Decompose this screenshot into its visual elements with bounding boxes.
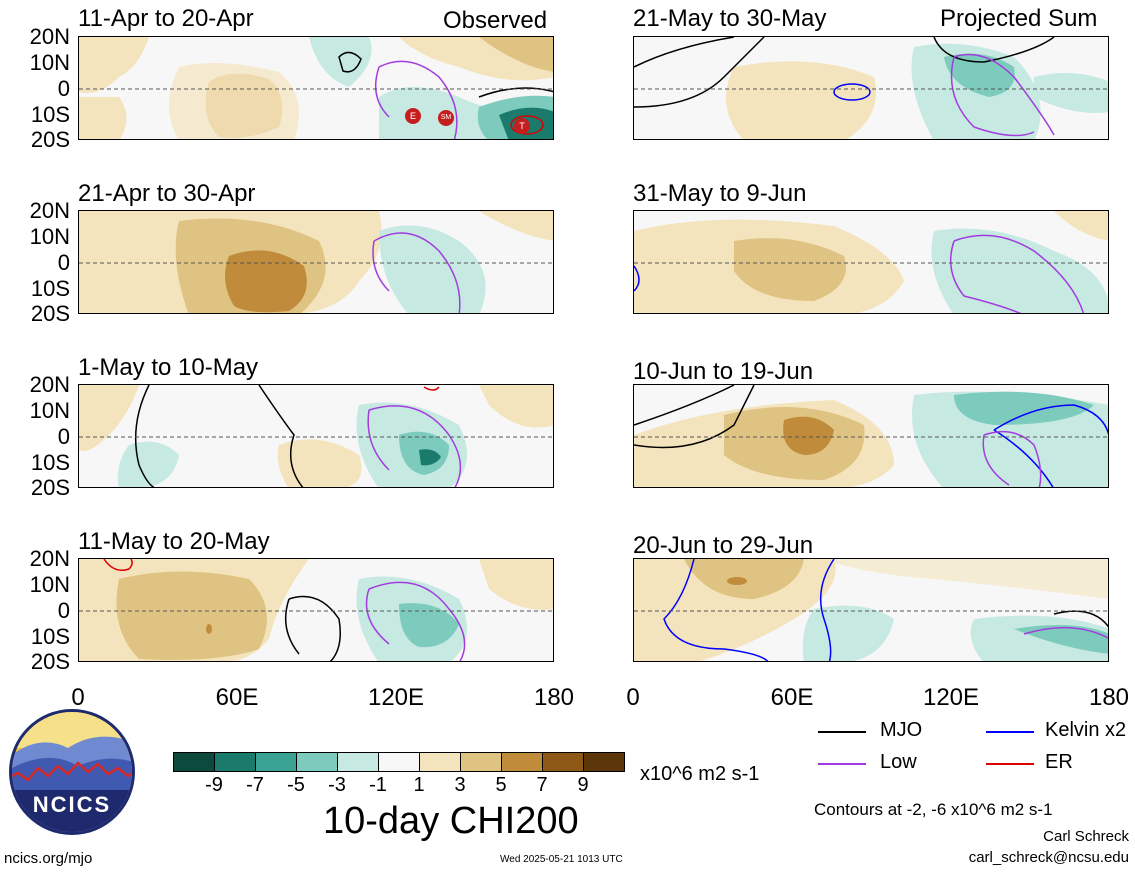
logo-text: NCICS [32,792,112,817]
lat-label: 10N [29,224,70,249]
colorbar-swatch [420,753,461,771]
lat-label: 10N [29,398,70,423]
colorbar-swatch [297,753,338,771]
lon-label: 60E [215,684,259,711]
colorbar-swatch [461,753,502,771]
legend-line-low [818,763,866,765]
legend-line-kelvin [986,731,1034,733]
storm-marker-sm: SM [438,110,454,126]
panel-1-title: 11-Apr to 20-Apr [78,5,254,32]
contours-note: Contours at -2, -6 x10^6 m2 s-1 [814,800,1053,819]
lon-label: 180 [533,684,575,711]
colorbar-swatch [584,753,624,771]
panel-8-title: 20-Jun to 29-Jun [633,532,814,559]
lat-label: 20S [30,301,70,326]
map-panel-2 [78,210,554,314]
lon-label: 0 [626,684,640,711]
colorbar-tick: -3 [328,774,346,796]
lat-label: 0 [57,598,70,623]
colorbar-tick: 5 [495,774,507,796]
colorbar-tick: -5 [287,774,305,796]
colorbar-swatch [256,753,297,771]
colorbar-swatch [174,753,215,771]
lat-label: 10S [30,102,70,127]
map-panel-6 [633,210,1109,314]
lon-label: 60E [770,684,814,711]
legend-label-low: Low [880,751,917,773]
colorbar-swatch [379,753,420,771]
panel-5-title: 21-May to 30-May [633,5,827,32]
legend-line-mjo [818,731,866,733]
lat-label: 20N [29,198,70,223]
map-panel-7 [633,384,1109,488]
lat-label: 10S [30,276,70,301]
panel-3-title: 1-May to 10-May [78,354,259,381]
colorbar-swatch [543,753,584,771]
colorbar-tick: -9 [205,774,223,796]
lat-label: 0 [57,424,70,449]
ncics-logo: NCICS [8,708,136,836]
map-panel-8 [633,558,1109,662]
author-email: carl_schreck@ncsu.edu [968,849,1129,866]
lat-label: 20S [30,475,70,500]
legend-label-er: ER [1045,751,1073,773]
lon-label: 120E [367,684,425,711]
colorbar-swatch [338,753,379,771]
timestamp: Wed 2025-05-21 1013 UTC [500,854,623,865]
colorbar-tick: -1 [369,774,387,796]
lon-label: 0 [71,684,85,711]
main-title: 10-day CHI200 [323,800,579,842]
legend-line-er [986,763,1034,765]
lat-label: 20S [30,127,70,152]
colorbar-tick: -7 [246,774,264,796]
colorbar-swatch [502,753,543,771]
colorbar [173,752,625,772]
lat-label: 10S [30,450,70,475]
colorbar-units: x10^6 m2 s-1 [640,763,760,785]
colorbar-tick: 9 [577,774,589,796]
lat-label: 20N [29,546,70,571]
lon-label: 120E [922,684,980,711]
lat-label: 20N [29,372,70,397]
storm-marker-e: E [405,108,421,124]
legend-label-mjo: MJO [880,719,923,741]
panel-7-title: 10-Jun to 19-Jun [633,358,814,385]
lat-label: 10S [30,624,70,649]
map-panel-5 [633,36,1109,140]
colorbar-tick: 1 [413,774,425,796]
panel-4-title: 11-May to 20-May [78,528,270,555]
panel-2-title: 21-Apr to 30-Apr [78,180,256,207]
panel-1-corner-label: Observed [443,7,548,34]
lat-label: 20S [30,649,70,674]
lat-label: 0 [57,250,70,275]
colorbar-swatch [215,753,256,771]
lat-label: 0 [57,76,70,101]
lat-label: 10N [29,572,70,597]
author-name: Carl Schreck [1043,828,1129,845]
map-panel-3 [78,384,554,488]
storm-marker-t: T [514,118,530,134]
panel-6-title: 31-May to 9-Jun [633,180,807,207]
map-panel-1 [78,36,554,140]
panel-5-corner-label: Projected Sum [940,5,1098,32]
colorbar-tick: 7 [536,774,548,796]
source-url[interactable]: ncics.org/mjo [4,850,93,867]
colorbar-tick: 3 [454,774,466,796]
lat-label: 20N [29,24,70,49]
map-panel-4 [78,558,554,662]
lat-label: 10N [29,50,70,75]
legend-label-kelvin: Kelvin x2 [1045,719,1127,741]
lon-label: 180 [1088,684,1130,711]
